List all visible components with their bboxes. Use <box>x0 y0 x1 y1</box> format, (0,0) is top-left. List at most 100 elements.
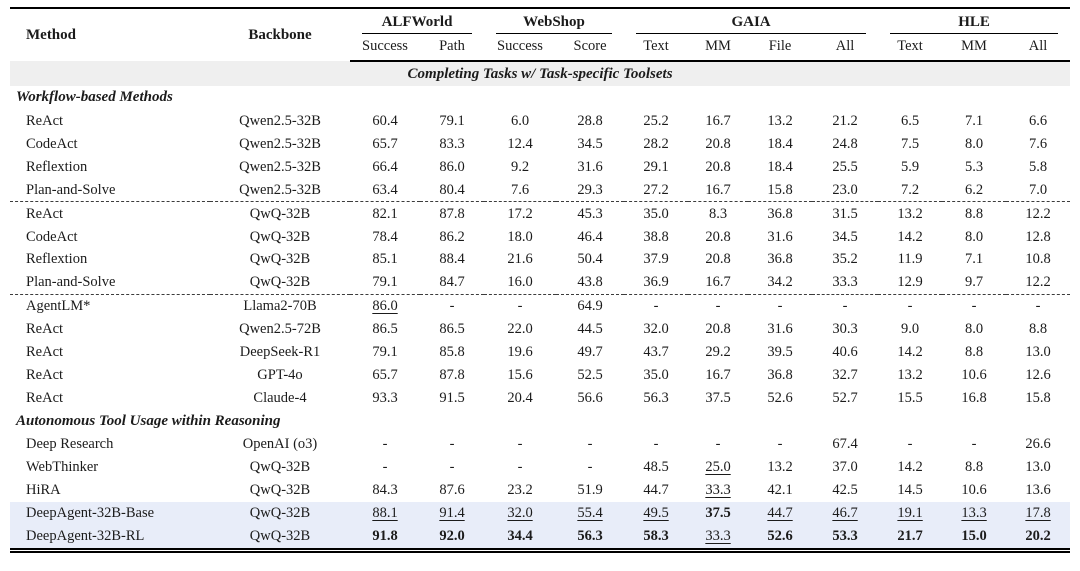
value-cell: 46.7 <box>812 502 879 525</box>
value-cell: 88.1 <box>350 502 420 525</box>
value-text: 8.0 <box>965 321 984 338</box>
value-text: - <box>777 436 783 453</box>
value-cell: 60.4 <box>350 110 420 133</box>
value-cell: - <box>942 433 1006 456</box>
value-cell: 39.5 <box>748 341 812 364</box>
value-cell: 87.8 <box>420 201 484 226</box>
table-row: WebThinker QwQ-32B - - - - 48.5 25.0 13.2 37.0 14.… <box>10 456 1070 479</box>
value-cell: 9.7 <box>942 271 1006 294</box>
value-text: 5.8 <box>1029 158 1048 175</box>
value-text: 14.2 <box>897 228 923 245</box>
header-sub-row: Success Path Success Score Text MM File … <box>10 34 1071 62</box>
backbone-cell: QwQ-32B <box>210 502 350 525</box>
value-text: 32.0 <box>507 505 533 522</box>
value-text: 65.7 <box>372 367 398 384</box>
value-cell: 55.4 <box>556 502 625 525</box>
value-cell: 20.8 <box>688 248 748 271</box>
value-text: 11.9 <box>897 251 923 268</box>
value-cell: 33.3 <box>688 479 748 502</box>
backbone-cell: GPT-4o <box>257 367 303 384</box>
value-text: 9.2 <box>510 158 530 175</box>
value-cell: 45.3 <box>556 201 625 226</box>
value-cell: 34.4 <box>484 524 556 551</box>
value-text: 33.3 <box>832 274 858 291</box>
value-text: 34.2 <box>767 274 793 291</box>
table-row: AgentLM* Llama2-70B 86.0 - - 64.9 - - - - - - - <box>10 294 1071 319</box>
value-text: 44.7 <box>643 482 669 499</box>
value-text: 8.8 <box>965 205 984 222</box>
value-text: 29.2 <box>705 344 731 361</box>
table-row: Reflextion Qwen2.5-32B 66.4 86.0 9.2 31.6 29.1… <box>10 156 1070 179</box>
method-cell: CodeAct <box>26 135 78 152</box>
value-text: - <box>1035 298 1041 315</box>
value-text: 12.9 <box>897 274 923 291</box>
value-cell: 33.3 <box>812 271 878 294</box>
value-text: 20.4 <box>507 390 533 406</box>
value-text: 22.0 <box>507 321 533 338</box>
value-cell: 86.5 <box>420 318 484 341</box>
method-cell: HiRA <box>26 482 61 499</box>
value-cell: 44.7 <box>748 502 813 525</box>
value-text: 16.7 <box>705 274 731 291</box>
value-text: 15.6 <box>507 367 533 384</box>
table-row: ReAct Claude-4 93.3 91.5 20.4 56.6 56.3 37.5 52.… <box>10 387 1070 410</box>
value-cell: 37.9 <box>624 248 688 271</box>
value-cell: 37.5 <box>688 387 748 410</box>
value-cell: 49.5 <box>624 502 689 525</box>
value-text: 15.0 <box>961 528 987 545</box>
value-cell: 12.2 <box>1006 271 1070 294</box>
value-text: 34.5 <box>577 135 603 152</box>
value-cell: 37.5 <box>688 502 749 525</box>
value-cell: 17.2 <box>484 201 556 226</box>
value-cell: 13.2 <box>878 201 943 226</box>
value-text: 78.4 <box>372 228 398 245</box>
value-cell: 58.3 <box>624 524 689 551</box>
value-cell: 16.0 <box>484 271 556 294</box>
value-text: - <box>715 436 721 453</box>
value-cell: 31.6 <box>748 318 812 341</box>
value-cell: 87.6 <box>420 479 484 502</box>
value-text: 46.4 <box>577 228 603 245</box>
value-cell: 7.6 <box>484 179 556 202</box>
value-text: 8.8 <box>965 459 984 476</box>
value-cell: 15.8 <box>1006 387 1070 410</box>
backbone-cell: QwQ-32B <box>249 228 311 245</box>
value-text: - <box>842 298 848 315</box>
value-text: 6.0 <box>510 112 530 129</box>
value-text: 23.2 <box>507 482 533 499</box>
value-cell: 6.6 <box>1006 110 1070 133</box>
value-cell: 32.0 <box>624 318 688 341</box>
table-header: Method Backbone ALFWorld WebShop GAIA HL… <box>10 8 1071 62</box>
value-text: 43.7 <box>643 344 669 361</box>
value-text: 86.5 <box>372 321 398 338</box>
value-cell: 23.0 <box>812 179 878 202</box>
value-text: 18.4 <box>767 158 793 175</box>
group-header-row: Workflow-based Methods <box>10 86 1070 110</box>
value-text: 36.9 <box>643 274 669 291</box>
value-cell: 82.1 <box>350 201 420 226</box>
value-cell: 28.8 <box>556 110 624 133</box>
col-header-gaia-mm: MM <box>688 34 749 62</box>
value-text: - <box>517 459 523 476</box>
value-text: 35.0 <box>643 205 669 222</box>
value-text: 29.3 <box>577 181 603 198</box>
value-text: 15.5 <box>897 390 923 406</box>
value-cell: 16.7 <box>688 110 748 133</box>
value-cell: 91.5 <box>420 387 484 410</box>
value-cell: 16.7 <box>688 179 748 202</box>
value-text: 48.5 <box>643 459 669 476</box>
value-cell: - <box>350 456 420 479</box>
value-text: 38.8 <box>643 228 669 245</box>
value-cell: 31.5 <box>812 201 879 226</box>
value-text: 40.6 <box>832 344 858 361</box>
value-text: 28.2 <box>643 135 669 152</box>
value-cell: 86.0 <box>350 294 420 319</box>
value-text: 12.4 <box>507 135 533 152</box>
value-cell: 40.6 <box>812 341 878 364</box>
value-cell: 30.3 <box>812 318 878 341</box>
value-text: 16.8 <box>961 390 987 406</box>
value-cell: 8.3 <box>688 201 749 226</box>
value-cell: 93.3 <box>350 387 420 410</box>
value-cell: 52.5 <box>556 364 624 387</box>
value-cell: 12.4 <box>484 133 556 156</box>
